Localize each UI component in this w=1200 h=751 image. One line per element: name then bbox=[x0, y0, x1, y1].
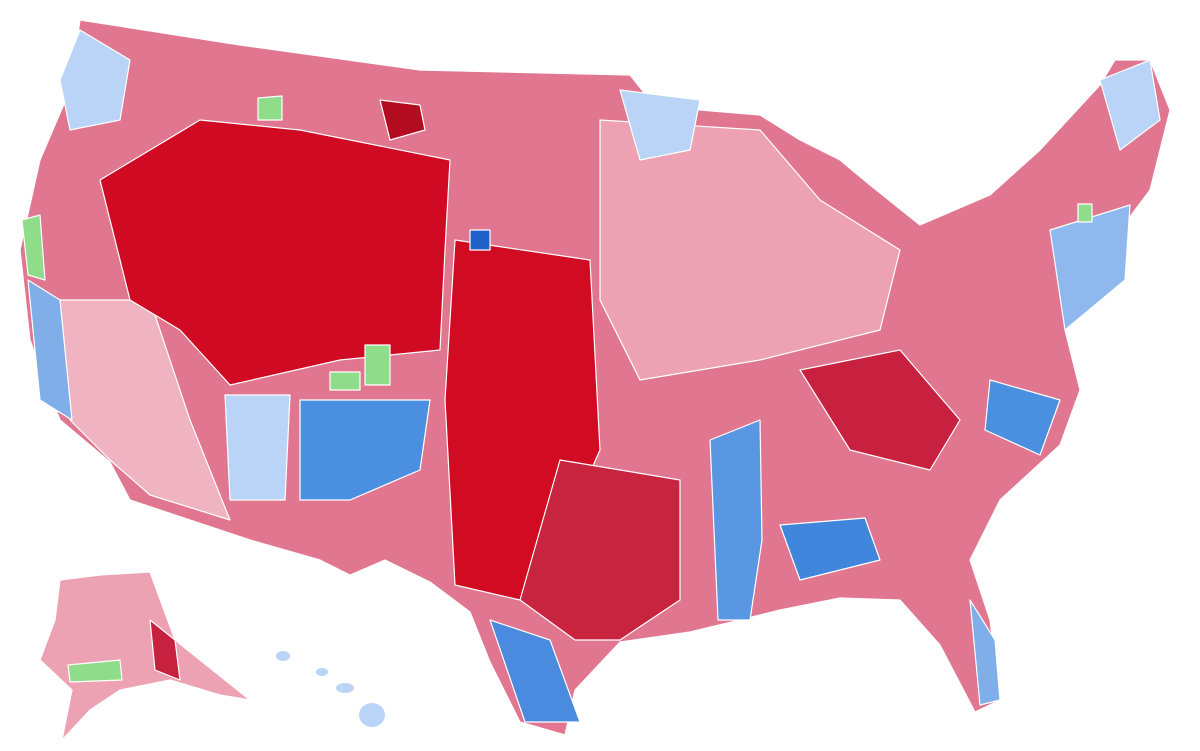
region-blue-new-mexico bbox=[299, 399, 431, 501]
region-blue-mississippi bbox=[709, 419, 763, 621]
region-dark-blue-south-dakota bbox=[469, 229, 491, 251]
alaska bbox=[39, 571, 251, 741]
alaska-green bbox=[67, 659, 123, 683]
region-pink-california bbox=[59, 299, 231, 521]
hawaii-island bbox=[316, 668, 328, 676]
hawaii bbox=[276, 651, 385, 727]
region-blue-black-belt bbox=[779, 517, 881, 581]
region-blue-south-texas bbox=[489, 619, 581, 723]
region-blue-carolina bbox=[984, 379, 1061, 456]
region-green-utah bbox=[364, 344, 391, 386]
region-green-oregon bbox=[21, 214, 46, 281]
region-blue-northeast bbox=[1049, 204, 1131, 331]
alaska-base bbox=[39, 571, 251, 741]
region-light-blue-nevada bbox=[224, 394, 291, 501]
mainland bbox=[19, 19, 1171, 736]
region-deep-red-mountain-west bbox=[99, 119, 451, 386]
region-green-montana bbox=[257, 95, 283, 121]
region-blue-florida bbox=[969, 599, 1001, 706]
region-green-colorado bbox=[329, 371, 361, 391]
region-light-blue-washington bbox=[59, 29, 131, 131]
alaska-red bbox=[149, 619, 181, 681]
region-red-appalachia bbox=[799, 349, 961, 471]
hawaii-island bbox=[276, 651, 290, 661]
region-green-vermont bbox=[1077, 203, 1093, 223]
region-pink-midwest bbox=[599, 119, 901, 381]
region-light-blue-minnesota bbox=[619, 89, 701, 161]
region-blue-west-coast bbox=[27, 279, 73, 421]
region-dark-red-montana bbox=[379, 99, 426, 141]
region-red-texas bbox=[519, 459, 681, 641]
hawaii-island bbox=[336, 683, 354, 693]
hawaii-island bbox=[359, 703, 385, 727]
region-light-blue-new-england bbox=[1099, 59, 1161, 151]
